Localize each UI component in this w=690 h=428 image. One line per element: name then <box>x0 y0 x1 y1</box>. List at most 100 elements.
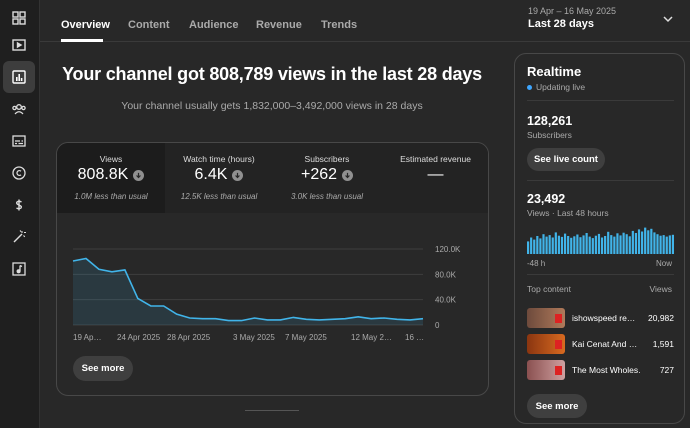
see-more-button[interactable]: See more <box>73 356 133 381</box>
axis-start-label: -48 h <box>527 259 546 268</box>
realtime-bar <box>548 235 551 254</box>
chart-y-tick: 120.0K <box>435 245 461 254</box>
realtime-title: Realtime <box>527 64 582 79</box>
realtime-see-more-button[interactable]: See more <box>527 394 587 418</box>
video-views: 20,982 <box>648 313 674 323</box>
live-status: Updating live <box>527 82 585 92</box>
realtime-bar <box>631 230 634 254</box>
realtime-bar <box>563 233 567 254</box>
realtime-views-label: Views · Last 48 hours <box>527 208 609 218</box>
date-range-label[interactable]: Last 28 days <box>528 18 595 30</box>
realtime-bar <box>527 241 530 254</box>
realtime-bar <box>551 237 554 254</box>
chart-y-tick: 80.0K <box>435 270 457 279</box>
live-status-text: Updating live <box>536 82 586 92</box>
page-headline: Your channel got 808,789 views in the la… <box>62 64 482 84</box>
divider <box>527 180 674 181</box>
kpi-subscribers[interactable]: Subscribers +262 3.0K less than usual <box>273 143 381 213</box>
realtime-bar <box>641 231 644 254</box>
kpi-label: Estimated revenue <box>400 154 471 164</box>
realtime-bar <box>634 233 638 254</box>
realtime-bar <box>573 236 576 254</box>
community-icon[interactable] <box>3 93 35 125</box>
chart-x-tick: 28 Apr 2025 <box>167 333 211 342</box>
realtime-bar <box>613 236 616 254</box>
tab-audience[interactable]: Audience <box>189 19 239 31</box>
top-content-item[interactable]: ishowspeed re… 20,982 <box>527 308 674 328</box>
axis-end-label: Now <box>655 259 672 268</box>
tab-revenue[interactable]: Revenue <box>256 19 302 31</box>
kpi-watch-time[interactable]: Watch time (hours) 6.4K 12.5K less than … <box>165 143 273 213</box>
realtime-bar <box>647 230 650 254</box>
chart-series-line <box>72 257 424 322</box>
live-dot-icon <box>527 84 532 90</box>
video-title: Kai Cenat And … <box>572 339 638 349</box>
kpi-views[interactable]: Views 808.8K 1.0M less than usual <box>57 143 165 213</box>
realtime-bar <box>616 233 619 254</box>
top-content-item[interactable]: Kai Cenat And … 1,591 <box>527 334 674 354</box>
tab-bar <box>40 0 690 42</box>
realtime-bar <box>650 228 653 254</box>
realtime-bar <box>557 235 560 254</box>
realtime-bar <box>576 234 579 254</box>
subtitles-icon[interactable] <box>3 125 35 157</box>
realtime-bar <box>644 227 647 254</box>
realtime-bar <box>671 234 674 254</box>
customize-wand-icon[interactable] <box>3 221 35 253</box>
kpi-label: Views <box>99 154 123 164</box>
realtime-bar <box>600 237 604 254</box>
video-views: 727 <box>659 365 674 375</box>
kpi-label: Subscribers <box>304 154 350 164</box>
date-range-text[interactable]: 19 Apr – 16 May 2025 <box>528 6 617 16</box>
realtime-bar <box>530 237 533 254</box>
realtime-bar <box>533 239 536 254</box>
video-thumbnail <box>527 334 565 354</box>
arrow-down-icon <box>232 169 244 181</box>
left-nav-rail <box>0 0 40 428</box>
realtime-bar <box>665 236 668 254</box>
kpi-label: Watch time (hours) <box>183 154 255 164</box>
overview-card: Views 808.8K 1.0M less than usual Watch … <box>56 142 489 396</box>
top-content-label: Top content <box>527 284 571 294</box>
realtime-bar <box>628 236 631 254</box>
realtime-bar <box>625 234 628 254</box>
copyright-icon[interactable] <box>3 157 35 189</box>
tab-content[interactable]: Content <box>128 19 170 31</box>
realtime-bar <box>622 232 625 254</box>
kpi-revenue[interactable]: Estimated revenue — <box>381 143 488 213</box>
content-icon[interactable] <box>3 29 35 61</box>
top-content-item[interactable]: The Most Wholes… 727 <box>527 360 674 380</box>
audio-library-icon[interactable] <box>3 253 35 285</box>
realtime-bar-chart[interactable] <box>527 224 674 254</box>
realtime-bar <box>659 235 662 254</box>
arrow-down-icon <box>342 169 354 181</box>
realtime-bar <box>662 235 665 254</box>
kpi-value: — <box>427 166 444 183</box>
dashboard-icon[interactable] <box>3 2 35 34</box>
realtime-bar <box>582 235 585 254</box>
realtime-bar <box>585 233 588 254</box>
views-chart[interactable]: 120.0K 80.0K 40.0K 0 19 Ap… 24 Apr 2025 28 Apr… <box>57 233 489 348</box>
tab-overview[interactable]: Overview <box>61 19 110 31</box>
see-live-count-button[interactable]: See live count <box>527 148 605 171</box>
divider <box>527 274 674 275</box>
earn-dollar-icon[interactable] <box>3 189 35 221</box>
realtime-bar <box>594 235 597 254</box>
video-thumbnail <box>527 360 565 380</box>
realtime-bar <box>567 236 570 254</box>
chevron-down-icon[interactable] <box>662 13 674 25</box>
divider <box>527 100 674 101</box>
kpi-note: 12.5K less than usual <box>180 192 258 201</box>
realtime-bar <box>579 237 582 254</box>
subscribers-label: Subscribers <box>527 130 572 140</box>
realtime-bar <box>653 232 656 254</box>
analytics-icon[interactable] <box>3 61 35 93</box>
arrow-down-icon <box>133 169 145 181</box>
realtime-bar <box>597 233 601 254</box>
kpi-note: 1.0M less than usual <box>74 192 148 201</box>
tab-trends[interactable]: Trends <box>321 19 358 31</box>
realtime-bar <box>545 236 548 254</box>
chart-x-tick: 7 May 2025 <box>285 333 327 342</box>
realtime-bar <box>668 235 671 254</box>
video-title: ishowspeed re… <box>572 313 636 323</box>
